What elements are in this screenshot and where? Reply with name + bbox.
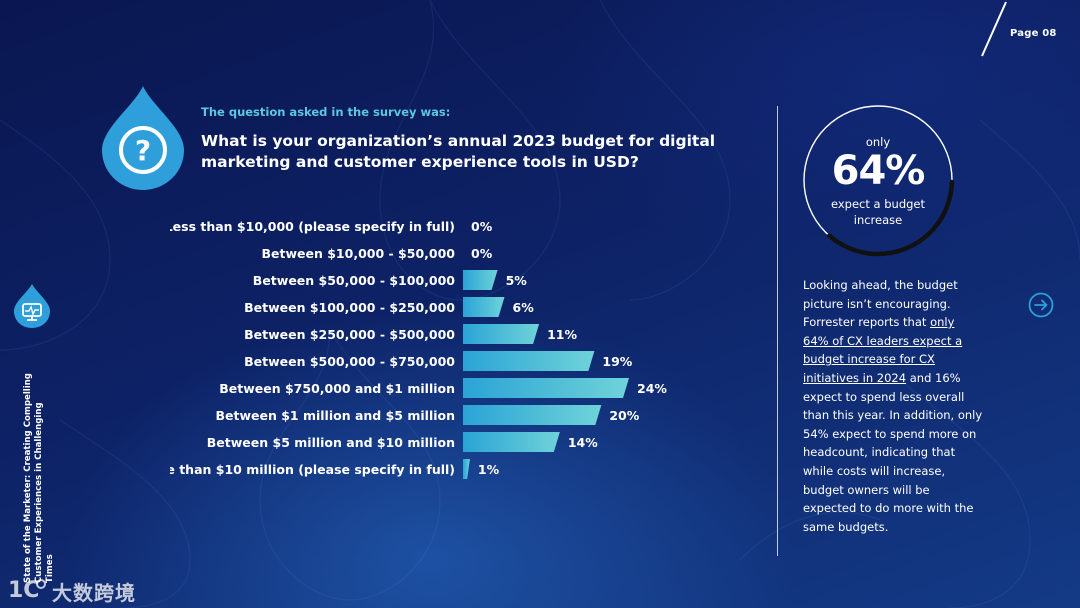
report-title-line-2: Customer Experiences in Challenging Time… [34, 402, 55, 583]
category-label: Less than $10,000 (please specify in ful… [170, 219, 455, 234]
category-label: Between $1 million and $5 million [215, 408, 455, 423]
category-label: Between $10,000 - $50,000 [262, 246, 456, 261]
value-label: 11% [547, 327, 577, 342]
value-label: 0% [471, 219, 493, 234]
value-label: 14% [568, 435, 598, 450]
watermark-logo-icon: 1C [8, 578, 46, 603]
category-label: Between $250,000 - $500,000 [244, 327, 455, 342]
forrester-report-link[interactable]: only 64% of CX leaders expect a budget i… [803, 315, 963, 385]
question-text: What is your organization’s annual 2023 … [201, 132, 716, 171]
value-label: 6% [513, 300, 535, 315]
bar [463, 351, 595, 371]
next-page-arrow-icon[interactable] [1028, 292, 1054, 318]
bar [463, 459, 470, 479]
bar [463, 432, 560, 452]
category-label: Between $750,000 and $1 million [219, 381, 455, 396]
bar [463, 297, 505, 317]
category-label: More than $10 million (please specify in… [170, 462, 455, 477]
value-label: 24% [637, 381, 667, 396]
stat-progress-ring [801, 103, 955, 257]
question-drop-icon: ? [102, 86, 184, 190]
value-label: 5% [506, 273, 528, 288]
insight-paragraph: Looking ahead, the budget picture isn’t … [803, 276, 983, 536]
page-number: Page 08 [1010, 28, 1057, 39]
paragraph-text-start: Looking ahead, the budget picture isn’t … [803, 278, 958, 330]
value-label: 1% [478, 462, 500, 477]
bar [463, 270, 498, 290]
svg-text:1C: 1C [8, 578, 39, 603]
column-divider [777, 106, 778, 556]
report-title-line-1: State of the Marketer: Creating Compelli… [23, 373, 33, 583]
watermark-text: 大数跨境 [52, 581, 136, 605]
question-intro: The question asked in the survey was: [201, 105, 451, 119]
stat-caption: expect a budget increase [830, 197, 926, 227]
category-label: Between $5 million and $10 million [207, 435, 455, 450]
category-label: Between $500,000 - $750,000 [244, 354, 455, 369]
bar [463, 378, 629, 398]
monitor-drop-icon [14, 284, 50, 328]
bar [463, 405, 602, 425]
value-label: 19% [602, 354, 632, 369]
stat-prefix: only [865, 135, 891, 149]
bar [463, 324, 540, 344]
value-label: 20% [609, 408, 639, 423]
page-divider-slash [981, 1, 1007, 57]
paragraph-text-end: and 16% expect to spend less overall tha… [803, 370, 983, 534]
budget-bar-chart: Less than $10,000 (please specify in ful… [170, 219, 667, 479]
report-title-vertical: State of the Marketer: Creating Compelli… [23, 373, 56, 583]
category-label: Between $100,000 - $250,000 [244, 300, 455, 315]
svg-text:?: ? [135, 134, 151, 167]
value-label: 0% [471, 246, 493, 261]
category-label: Between $50,000 - $100,000 [253, 273, 455, 288]
stat-value: 64% [831, 148, 926, 194]
